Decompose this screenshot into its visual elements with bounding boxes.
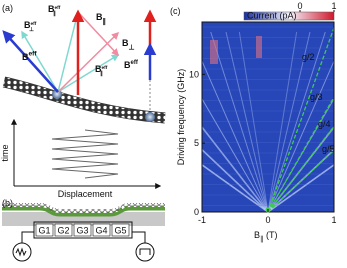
nanotube bbox=[2, 203, 165, 213]
label-base: B bbox=[122, 38, 129, 48]
resonance bbox=[238, 31, 269, 212]
x-tick-label: -1 bbox=[198, 215, 206, 225]
meter bbox=[135, 242, 155, 262]
vector bbox=[57, 31, 120, 93]
y-axis-label: Driving frequency (GHz) bbox=[176, 69, 186, 166]
fit-line bbox=[267, 125, 334, 212]
label-sub: ∥ bbox=[260, 235, 264, 243]
label-base: B bbox=[48, 4, 55, 14]
y-tick-label: 10 bbox=[189, 69, 199, 79]
resonance bbox=[267, 31, 298, 212]
resonance bbox=[225, 31, 269, 212]
gate bbox=[54, 223, 73, 237]
annotation: g/5 bbox=[322, 144, 335, 154]
label-sub: ∥ bbox=[100, 70, 103, 77]
resonance bbox=[202, 148, 269, 212]
icon bbox=[15, 247, 27, 257]
x-tick-label: 1 bbox=[331, 215, 336, 225]
vector-label: B⊥ bbox=[122, 38, 135, 52]
gate-label: G2 bbox=[57, 226, 69, 236]
vector bbox=[21, 30, 59, 93]
vector bbox=[2, 30, 59, 93]
label-sub: ⊥ bbox=[129, 44, 135, 52]
panel-label: (c) bbox=[170, 6, 181, 16]
label-base: B bbox=[124, 60, 131, 70]
panel-a bbox=[2, 9, 166, 189]
x-tick-label: 0 bbox=[265, 215, 270, 225]
colorbar-tick-label: 0 bbox=[297, 1, 302, 11]
layer bbox=[2, 205, 165, 217]
annotation: g/3 bbox=[310, 92, 323, 102]
colorbar bbox=[243, 11, 335, 21]
colorbar-tick-label: 1 bbox=[331, 1, 336, 11]
resonance bbox=[210, 31, 269, 212]
axis-label: Displacement bbox=[58, 189, 113, 199]
panel-c bbox=[201, 11, 335, 213]
oscillation bbox=[51, 129, 119, 179]
gate bbox=[111, 223, 130, 237]
gates bbox=[33, 221, 133, 239]
vector bbox=[77, 11, 120, 57]
heatmap bbox=[202, 22, 334, 212]
resonance bbox=[267, 31, 326, 212]
resonance bbox=[267, 163, 334, 212]
vector-label: Beff bbox=[124, 60, 139, 70]
gate bbox=[35, 223, 54, 237]
panel-label: (b) bbox=[2, 198, 13, 208]
wire bbox=[21, 231, 146, 245]
source bbox=[12, 242, 32, 262]
vector-label: Beff bbox=[22, 51, 37, 62]
hotspot bbox=[256, 36, 262, 58]
label-sup: eff bbox=[102, 65, 108, 71]
fit-line bbox=[267, 149, 334, 212]
panel-label: (a) bbox=[2, 3, 13, 13]
resonance bbox=[202, 97, 269, 212]
label-sub: ⊥ bbox=[29, 26, 34, 33]
label-sup: eff bbox=[29, 51, 38, 58]
gate bbox=[92, 223, 111, 237]
label-sup: eff bbox=[31, 21, 37, 27]
gate bbox=[73, 223, 92, 237]
vector-label: Beff ∥ bbox=[48, 4, 61, 17]
resonance bbox=[267, 97, 334, 212]
annotation: g/2 bbox=[302, 52, 315, 62]
vector bbox=[57, 54, 120, 93]
hotspot bbox=[210, 40, 218, 64]
x-axis-label: B∥ (T) bbox=[254, 230, 278, 243]
resonance bbox=[202, 125, 269, 212]
y-tick-label: 5 bbox=[194, 138, 199, 148]
dot bbox=[145, 112, 155, 122]
gate-label: G4 bbox=[95, 226, 107, 236]
vector-label: Beff ∥ bbox=[95, 64, 108, 77]
label-base: B bbox=[95, 64, 102, 74]
label-base: B bbox=[24, 20, 31, 30]
gate-label: G3 bbox=[76, 226, 88, 236]
vector-label: B∥ bbox=[96, 12, 106, 26]
fit-line bbox=[267, 25, 334, 212]
nanotube-lattice bbox=[2, 77, 166, 123]
annotation: g/4 bbox=[318, 119, 331, 129]
label-base: B bbox=[22, 52, 29, 62]
heatmap-features bbox=[202, 25, 334, 212]
label-base: B bbox=[254, 230, 260, 240]
label-sub: ∥ bbox=[103, 18, 107, 26]
label-base: B bbox=[96, 12, 103, 22]
colorbar-label: Current (pA) bbox=[247, 11, 297, 21]
axis-label: time bbox=[0, 144, 10, 161]
vector bbox=[57, 11, 79, 93]
label-sup: eff bbox=[131, 60, 139, 66]
y-tick-label: 0 bbox=[194, 207, 199, 217]
resonance bbox=[267, 31, 311, 212]
label-sup: eff bbox=[55, 5, 61, 11]
icon bbox=[139, 248, 151, 255]
label-unit: (T) bbox=[264, 230, 278, 240]
resonance bbox=[202, 163, 269, 212]
gate-label: G1 bbox=[38, 226, 50, 236]
panel-b bbox=[2, 203, 165, 262]
fit-line bbox=[267, 95, 334, 212]
vector-label: Beff ⊥ bbox=[24, 20, 37, 33]
gate-label: G5 bbox=[114, 226, 126, 236]
label-sub: ∥ bbox=[53, 10, 56, 17]
